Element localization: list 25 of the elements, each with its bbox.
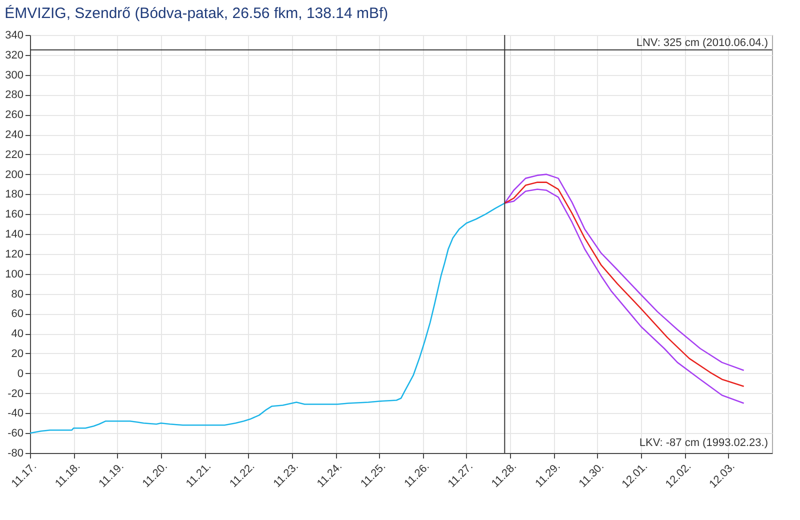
y-tick-label: 220 xyxy=(5,148,24,161)
y-tick-label: 140 xyxy=(5,228,24,241)
y-tick-label: 60 xyxy=(11,308,24,320)
y-tick-label: -40 xyxy=(8,408,24,420)
y-tick-label: 240 xyxy=(5,129,24,142)
y-tick-label: 0 xyxy=(17,368,24,380)
y-tick-label: 340 xyxy=(5,30,24,42)
y-tick-label: 200 xyxy=(5,168,24,181)
y-tick-label: 260 xyxy=(5,109,24,122)
y-tick-label: 120 xyxy=(5,248,24,260)
y-tick-label: 180 xyxy=(5,188,24,201)
y-tick-label: 320 xyxy=(5,49,24,62)
y-tick-label: -60 xyxy=(8,428,24,440)
ref-line-label: LNV: 325 cm (2010.06.04.) xyxy=(636,36,768,49)
y-tick-label: 80 xyxy=(11,288,24,300)
y-tick-label: 40 xyxy=(11,328,24,340)
annotation: LKV: -87 cm (1993.02.23.) xyxy=(639,437,768,449)
y-tick-label: -20 xyxy=(8,388,24,400)
y-tick-label: 20 xyxy=(11,348,24,360)
y-tick-label: 300 xyxy=(5,69,24,82)
y-tick-label: 280 xyxy=(5,89,24,102)
y-tick-label: 160 xyxy=(5,208,24,221)
y-tick-label: 100 xyxy=(5,268,24,280)
chart-title: ÉMVIZIG, Szendrő (Bódva-patak, 26.56 fkm, 138.14 mBf) xyxy=(4,4,388,22)
y-tick-label: -80 xyxy=(8,448,24,460)
